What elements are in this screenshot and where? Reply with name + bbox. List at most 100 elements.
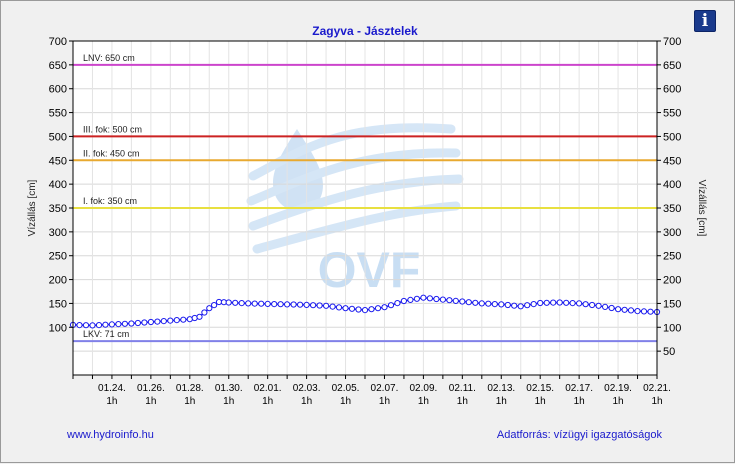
series-markers: [69, 294, 661, 329]
data-point: [160, 318, 167, 325]
data-point: [147, 318, 154, 326]
data-point: [115, 321, 122, 328]
data-point: [368, 306, 375, 313]
y-tick-label-right: 250: [663, 251, 681, 263]
y-tick-label-right: 650: [663, 60, 681, 72]
x-tick-time-label: 1h: [613, 396, 624, 407]
data-point: [452, 297, 459, 304]
data-point: [290, 301, 297, 308]
watermark-text: OVF: [318, 242, 421, 298]
y-tick-label-right: 700: [663, 36, 681, 48]
data-point: [323, 302, 330, 309]
data-point: [154, 318, 161, 325]
data-point: [108, 321, 116, 328]
data-point: [647, 308, 654, 315]
y-axis-label-right: Vízállás [cm]: [696, 180, 707, 237]
x-tick-label: 01.24.: [98, 383, 126, 394]
data-point: [543, 299, 550, 306]
data-point: [439, 296, 446, 303]
data-point: [563, 299, 570, 306]
data-point: [400, 297, 407, 305]
data-point: [537, 299, 544, 307]
x-tick-time-label: 1h: [574, 396, 585, 407]
y-tick-label: 550: [49, 108, 67, 120]
data-point: [602, 303, 609, 310]
data-point: [576, 300, 583, 307]
threshold-label: I. fok: 350 cm: [83, 196, 137, 206]
data-point: [413, 295, 420, 302]
data-point: [329, 303, 336, 310]
x-tick-time-label: 1h: [496, 396, 507, 407]
data-point: [394, 300, 401, 307]
data-point: [381, 304, 388, 311]
x-tick-label: 02.03.: [293, 383, 321, 394]
data-point: [180, 316, 187, 323]
data-point: [550, 299, 557, 306]
data-point: [491, 301, 498, 308]
y-tick-label-right: 450: [663, 155, 681, 167]
x-tick-label: 02.19.: [604, 383, 632, 394]
data-point: [627, 307, 635, 314]
data-point: [186, 316, 193, 323]
x-tick-label: 02.09.: [409, 383, 437, 394]
y-tick-label-right: 350: [663, 203, 681, 215]
data-point: [621, 306, 628, 313]
x-tick-label: 02.01.: [254, 383, 282, 394]
data-point: [297, 301, 304, 308]
data-point: [608, 304, 615, 312]
x-tick-time-label: 1h: [145, 396, 156, 407]
data-point: [201, 309, 208, 316]
data-point: [517, 303, 524, 310]
data-point: [102, 321, 109, 328]
data-point: [446, 297, 453, 304]
data-point: [433, 295, 440, 303]
data-point: [589, 301, 596, 309]
x-tick-label: 02.05.: [332, 383, 360, 394]
y-tick-label-right: 400: [663, 179, 681, 191]
data-point: [595, 302, 602, 309]
data-point: [426, 295, 433, 302]
x-tick-label: 02.17.: [565, 383, 593, 394]
data-point: [420, 294, 427, 301]
y-tick-label: 300: [49, 227, 67, 239]
x-tick-time-label: 1h: [418, 396, 429, 407]
data-point: [95, 322, 103, 329]
y-tick-label: 100: [49, 322, 67, 334]
data-point: [634, 308, 641, 315]
data-point: [459, 298, 466, 305]
data-point: [316, 302, 323, 309]
y-tick-label: 200: [49, 275, 67, 287]
y-tick-label-right: 550: [663, 108, 681, 120]
info-icon[interactable]: i: [694, 10, 716, 32]
x-tick-time-label: 1h: [184, 396, 195, 407]
data-point: [82, 322, 90, 329]
data-point: [232, 299, 239, 306]
x-tick-time-label: 1h: [457, 396, 468, 407]
data-point: [530, 301, 537, 308]
data-point: [258, 300, 265, 307]
wave-line: [248, 174, 464, 231]
y-tick-label: 500: [49, 131, 67, 143]
data-point: [141, 319, 148, 326]
data-point: [206, 305, 213, 312]
data-point: [582, 301, 589, 308]
data-point: [76, 322, 83, 329]
drop-shape: [273, 129, 323, 211]
data-point: [271, 301, 278, 308]
y-tick-label: 350: [49, 203, 67, 215]
y-tick-label: 250: [49, 251, 67, 263]
data-point: [238, 300, 245, 307]
x-tick-time-label: 1h: [223, 396, 234, 407]
data-point: [264, 300, 271, 307]
data-point: [277, 301, 284, 308]
data-point: [374, 305, 382, 312]
data-point: [472, 299, 479, 306]
data-point: [211, 302, 218, 309]
x-tick-time-label: 1h: [301, 396, 312, 407]
x-tick-label: 02.07.: [371, 383, 399, 394]
data-point: [128, 320, 135, 327]
threshold-label: LKV: 71 cm: [83, 329, 129, 339]
chart-title: Zagyva - Jásztelek: [312, 24, 418, 38]
website-link[interactable]: www.hydroinfo.hu: [67, 429, 154, 441]
